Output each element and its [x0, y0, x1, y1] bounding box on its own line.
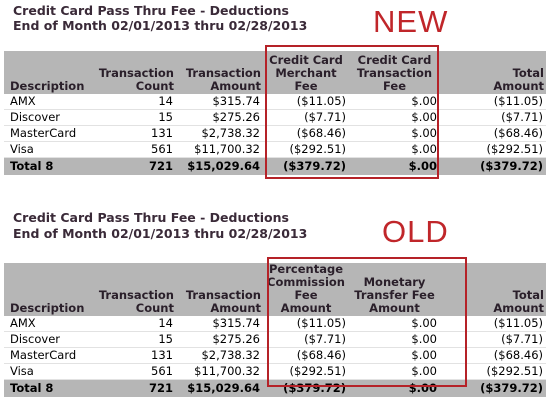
header-transaction-count: Transaction Count [84, 263, 176, 316]
header-transaction-fee: Credit Card Transaction Fee [349, 51, 440, 94]
header-transfer-fee: Monetary Transfer Fee Amount [349, 263, 440, 316]
cell-description: Discover [4, 109, 84, 126]
cell-fee2: $.00 [349, 141, 440, 158]
cell-description: MasterCard [4, 347, 84, 364]
total-amount: $15,029.64 [176, 379, 263, 397]
total-fee2: $.00 [349, 379, 440, 397]
total-count: 721 [84, 379, 176, 397]
total-count: 721 [84, 157, 176, 175]
cell-fee2: $.00 [349, 125, 440, 142]
new-report-title: Credit Card Pass Thru Fee - Deductions [13, 3, 289, 18]
header-description: Description [4, 263, 84, 316]
cell-fee1: ($68.46) [263, 347, 349, 364]
total-amount: $15,029.64 [176, 157, 263, 175]
table-header-row: Description Transaction Count Transaction… [4, 51, 546, 94]
new-fee-table: Description Transaction Count Transaction… [4, 51, 546, 175]
header-commission-fee: Percentage Commission Fee Amount [263, 263, 349, 316]
cell-amount: $275.26 [176, 109, 263, 126]
table-row: Visa 561 $11,700.32 ($292.51) $.00 ($292… [4, 141, 546, 158]
table-row: MasterCard 131 $2,738.32 ($68.46) $.00 (… [4, 125, 546, 142]
cell-fee1: ($7.71) [263, 109, 349, 126]
cell-total: ($7.71) [440, 109, 546, 126]
total-fee2: $.00 [349, 157, 440, 175]
cell-fee2: $.00 [349, 331, 440, 348]
old-fee-table: Description Transaction Count Transaction… [4, 263, 546, 397]
header-transaction-count: Transaction Count [84, 51, 176, 94]
cell-count: 561 [84, 363, 176, 380]
cell-fee1: ($11.05) [263, 94, 349, 110]
cell-description: AMX [4, 316, 84, 332]
cell-count: 14 [84, 316, 176, 332]
total-total: ($379.72) [440, 379, 546, 397]
cell-amount: $11,700.32 [176, 141, 263, 158]
total-row: Total 8 721 $15,029.64 ($379.72) $.00 ($… [4, 157, 546, 175]
cell-description: AMX [4, 94, 84, 110]
cell-description: Discover [4, 331, 84, 348]
cell-total: ($292.51) [440, 141, 546, 158]
old-report-date-range: End of Month 02/01/2013 thru 02/28/2013 [13, 226, 308, 241]
cell-description: Visa [4, 141, 84, 158]
cell-fee1: ($68.46) [263, 125, 349, 142]
cell-total: ($68.46) [440, 125, 546, 142]
cell-description: MasterCard [4, 125, 84, 142]
cell-count: 561 [84, 141, 176, 158]
cell-fee2: $.00 [349, 363, 440, 380]
total-fee1: ($379.72) [263, 157, 349, 175]
cell-amount: $315.74 [176, 316, 263, 332]
cell-fee1: ($11.05) [263, 316, 349, 332]
cell-fee1: ($7.71) [263, 331, 349, 348]
total-fee1: ($379.72) [263, 379, 349, 397]
cell-count: 14 [84, 94, 176, 110]
cell-amount: $315.74 [176, 94, 263, 110]
cell-count: 131 [84, 125, 176, 142]
table-row: AMX 14 $315.74 ($11.05) $.00 ($11.05) [4, 316, 546, 332]
table-row: MasterCard 131 $2,738.32 ($68.46) $.00 (… [4, 347, 546, 364]
total-total: ($379.72) [440, 157, 546, 175]
cell-fee2: $.00 [349, 109, 440, 126]
cell-fee1: ($292.51) [263, 363, 349, 380]
cell-amount: $2,738.32 [176, 347, 263, 364]
header-transaction-amount: Transaction Amount [176, 51, 263, 94]
cell-fee2: $.00 [349, 94, 440, 110]
total-description: Total 8 [4, 379, 84, 397]
cell-count: 131 [84, 347, 176, 364]
cell-amount: $11,700.32 [176, 363, 263, 380]
cell-fee2: $.00 [349, 347, 440, 364]
total-description: Total 8 [4, 157, 84, 175]
new-report-date-range: End of Month 02/01/2013 thru 02/28/2013 [13, 18, 308, 33]
cell-count: 15 [84, 331, 176, 348]
cell-total: ($292.51) [440, 363, 546, 380]
cell-total: ($11.05) [440, 94, 546, 110]
cell-description: Visa [4, 363, 84, 380]
table-row: Discover 15 $275.26 ($7.71) $.00 ($7.71) [4, 331, 546, 348]
table-row: Discover 15 $275.26 ($7.71) $.00 ($7.71) [4, 109, 546, 126]
header-description: Description [4, 51, 84, 94]
cell-total: ($68.46) [440, 347, 546, 364]
old-label: OLD [382, 214, 449, 249]
table-row: Visa 561 $11,700.32 ($292.51) $.00 ($292… [4, 363, 546, 380]
header-merchant-fee: Credit Card Merchant Fee [263, 51, 349, 94]
cell-total: ($11.05) [440, 316, 546, 332]
new-label: NEW [373, 4, 449, 39]
cell-fee1: ($292.51) [263, 141, 349, 158]
cell-count: 15 [84, 109, 176, 126]
header-total-amount: Total Amount [440, 263, 546, 316]
table-row: AMX 14 $315.74 ($11.05) $.00 ($11.05) [4, 94, 546, 110]
header-transaction-amount: Transaction Amount [176, 263, 263, 316]
cell-amount: $275.26 [176, 331, 263, 348]
total-row: Total 8 721 $15,029.64 ($379.72) $.00 ($… [4, 379, 546, 397]
old-report-title: Credit Card Pass Thru Fee - Deductions [13, 210, 289, 225]
cell-amount: $2,738.32 [176, 125, 263, 142]
cell-fee2: $.00 [349, 316, 440, 332]
header-total-amount: Total Amount [440, 51, 546, 94]
table-header-row: Description Transaction Count Transaction… [4, 263, 546, 316]
cell-total: ($7.71) [440, 331, 546, 348]
